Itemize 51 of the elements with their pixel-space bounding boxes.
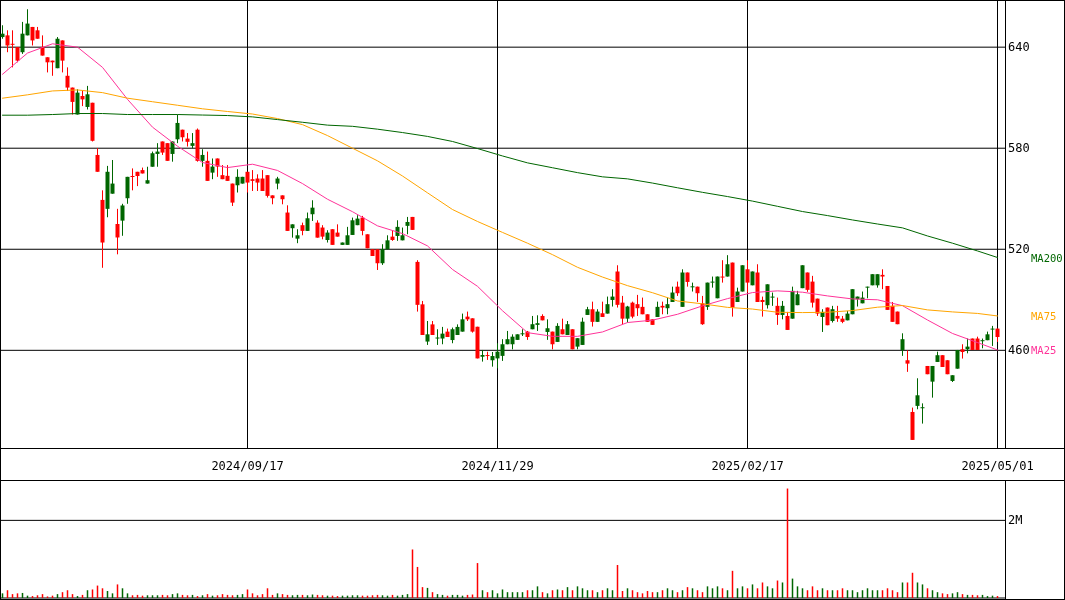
candlestick [580, 317, 585, 346]
candlestick [500, 338, 505, 362]
candlestick [375, 248, 380, 271]
x-tick-label: 2024/09/17 [211, 459, 284, 473]
y-tick-label: 2M [1008, 513, 1023, 528]
candlestick [210, 157, 215, 180]
candlestick [95, 147, 100, 173]
candlestick [60, 39, 65, 73]
x-tick-label: 2025/05/01 [961, 459, 1034, 473]
candlestick [130, 167, 135, 191]
candlestick [360, 215, 365, 236]
candlestick [545, 318, 550, 341]
candlestick [115, 208, 120, 255]
candlestick [125, 176, 130, 205]
line-series [2, 43, 998, 351]
candlestick [345, 226, 350, 246]
candlestick [905, 349, 910, 373]
x-tick-label: 2024/11/29 [461, 459, 534, 473]
y-tick-label: 460 [1008, 343, 1030, 358]
candlestick [305, 212, 310, 232]
candlestick [85, 85, 90, 110]
candlestick [900, 332, 905, 357]
y-tick-label: 580 [1008, 141, 1030, 156]
text: MA25 [1031, 343, 1057, 356]
candlestick [880, 268, 885, 290]
candlestick [785, 311, 790, 331]
candlestick [725, 254, 730, 278]
candlestick [205, 151, 210, 182]
candlestick [215, 157, 220, 178]
candlestick [10, 29, 15, 68]
candlestick [915, 377, 920, 410]
candlestick [120, 203, 125, 237]
candlestick [425, 320, 430, 346]
candlestick [65, 66, 70, 92]
candlestick [590, 301, 595, 328]
candlestick [745, 259, 750, 294]
y-tick-label: 520 [1008, 242, 1030, 257]
candlestick [460, 313, 465, 333]
candlestick [170, 140, 175, 163]
candlestick [990, 325, 995, 347]
candlestick [920, 402, 925, 425]
candlestick [40, 34, 45, 57]
candlestick [720, 259, 725, 284]
x-tick-label: 2025/02/17 [711, 459, 784, 473]
text: MA75 [1031, 309, 1057, 322]
candlestick [930, 365, 935, 399]
candlestick [380, 243, 385, 266]
candlestick [285, 204, 290, 232]
y-tick-label: 640 [1008, 40, 1030, 55]
text: MA200 [1031, 251, 1063, 264]
candlestick [310, 199, 315, 222]
